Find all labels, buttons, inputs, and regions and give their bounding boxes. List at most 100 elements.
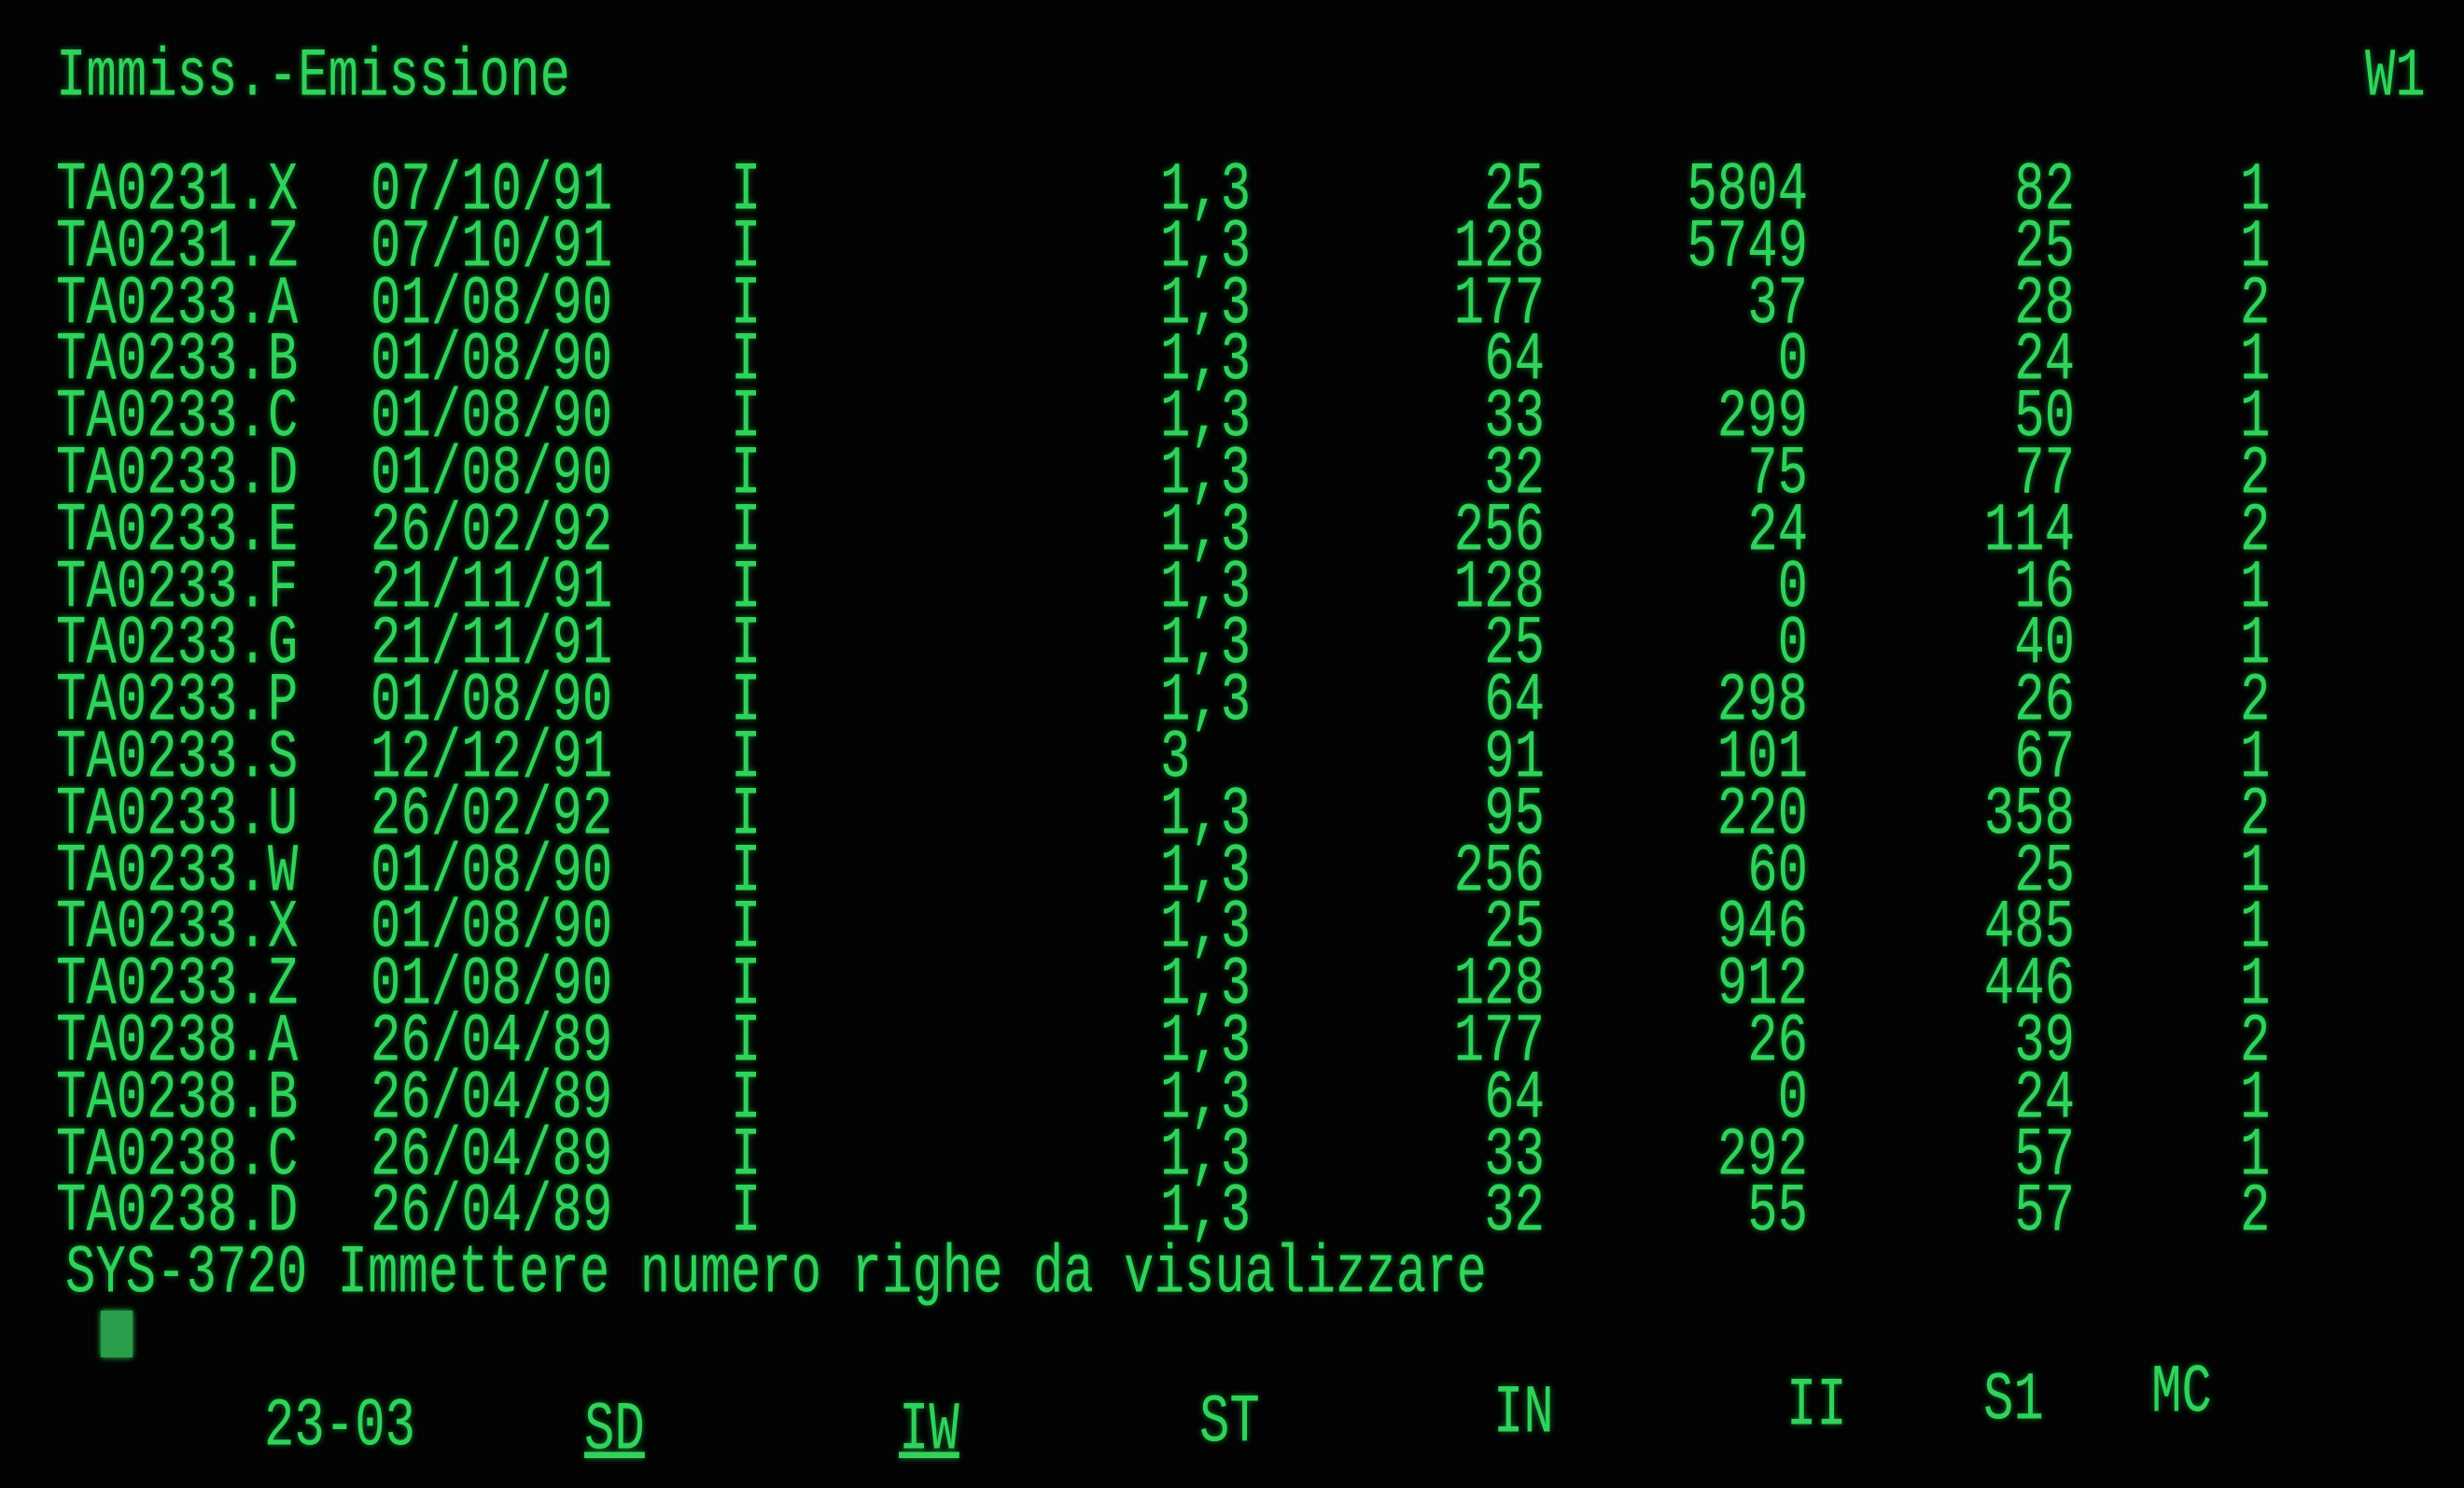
cell-ii: 0 — [1777, 1060, 1808, 1138]
table-row: TA0238.C 26/04/89 I 1,3 33 292 57 1 — [0, 1117, 2464, 1195]
cell-date: 01/08/90 — [371, 380, 613, 457]
screen-id: W1 — [2365, 38, 2426, 117]
cell-s1: 358 — [1983, 777, 2075, 854]
cell-date: 01/08/90 — [371, 664, 613, 741]
cell-date: 01/08/90 — [371, 266, 613, 344]
footer-key-1[interactable]: SD — [584, 1392, 645, 1470]
cell-date: 26/04/89 — [371, 1117, 613, 1195]
cell-s1: 50 — [2014, 380, 2075, 457]
cell-flag: I — [731, 948, 762, 1025]
cell-in: 33 — [1484, 1117, 1545, 1195]
table-row: TA0238.B 26/04/89 I 1,3 64 0 24 1 — [0, 1060, 2464, 1138]
cell-s1: 40 — [2014, 607, 2075, 684]
cell-name: TA0233.D — [56, 436, 299, 514]
footer-col-in: IN — [1493, 1375, 1554, 1453]
table-row: TA0233.Z 01/08/90 I 1,3 128 912 446 1 — [0, 948, 2464, 1025]
cell-mc: 1 — [2240, 152, 2271, 231]
table-row: TA0233.G 21/11/91 I 1,3 25 0 40 1 — [0, 607, 2464, 684]
cell-date: 26/04/89 — [371, 1060, 613, 1138]
cell-name: TA0233.B — [56, 323, 299, 400]
cell-ii: 912 — [1716, 948, 1808, 1025]
footer-key-2[interactable]: IW — [899, 1392, 959, 1470]
cell-s1: 25 — [2014, 209, 2075, 287]
cell-mc: 1 — [2240, 1060, 2271, 1138]
cell-s1: 57 — [2014, 1117, 2075, 1195]
cell-in: 25 — [1484, 891, 1545, 968]
cell-ii: 946 — [1716, 891, 1808, 968]
cell-flag: I — [731, 1117, 762, 1195]
cell-mc: 1 — [2240, 209, 2271, 287]
cell-flag: I — [731, 834, 762, 911]
cell-name: TA0233.F — [56, 550, 299, 627]
cell-ii: 299 — [1716, 380, 1808, 457]
cell-flag: I — [731, 607, 762, 684]
cell-mc: 1 — [2240, 550, 2271, 627]
cell-in: 256 — [1453, 834, 1545, 911]
table-row: TA0238.D 26/04/89 I 1,3 32 55 57 2 — [0, 1174, 2464, 1252]
cell-in: 25 — [1484, 607, 1545, 684]
cell-ii: 298 — [1716, 664, 1808, 741]
cell-mc: 2 — [2240, 493, 2271, 570]
cell-st: 1,3 — [1160, 664, 1252, 741]
cell-mc: 1 — [2240, 380, 2271, 457]
table-row: TA0233.B 01/08/90 I 1,3 64 0 24 1 — [0, 323, 2464, 400]
cell-mc: 1 — [2240, 1117, 2271, 1195]
footer-col-s1: S1 — [1983, 1362, 2044, 1440]
cell-s1: 67 — [2014, 720, 2075, 798]
cell-flag: I — [731, 209, 762, 287]
cell-ii: 24 — [1747, 493, 1808, 570]
cell-in: 33 — [1484, 380, 1545, 457]
cell-st: 1,3 — [1160, 1060, 1252, 1138]
cell-flag: I — [731, 152, 762, 231]
cell-s1: 24 — [2014, 323, 2075, 400]
footer-col-ii: II — [1786, 1368, 1847, 1446]
cell-name: TA0238.C — [56, 1117, 299, 1195]
cell-st: 1,3 — [1160, 550, 1252, 627]
cell-name: TA0238.A — [56, 1004, 299, 1082]
table-row: TA0233.F 21/11/91 I 1,3 128 0 16 1 — [0, 550, 2464, 627]
cell-s1: 25 — [2014, 834, 2075, 911]
cell-st: 1,3 — [1160, 209, 1252, 287]
cell-st: 1,3 — [1160, 948, 1252, 1025]
cell-s1: 28 — [2014, 266, 2075, 344]
footer-date: 23-03 — [264, 1388, 416, 1467]
cell-mc: 1 — [2240, 323, 2271, 400]
cell-in: 32 — [1484, 436, 1545, 514]
cell-ii: 37 — [1747, 266, 1808, 344]
cell-flag: I — [731, 1174, 762, 1252]
cell-in: 32 — [1484, 1174, 1545, 1252]
cell-in: 91 — [1484, 720, 1545, 798]
cell-date: 07/10/91 — [371, 152, 613, 231]
cell-name: TA0233.Z — [56, 948, 299, 1025]
cell-date: 01/08/90 — [371, 834, 613, 911]
cell-name: TA0231.X — [56, 152, 299, 231]
cell-name: TA0233.P — [56, 664, 299, 741]
cell-s1: 77 — [2014, 436, 2075, 514]
cell-mc: 2 — [2240, 664, 2271, 741]
cell-in: 25 — [1484, 152, 1545, 231]
cell-date: 01/08/90 — [371, 891, 613, 968]
cell-flag: I — [731, 720, 762, 798]
cell-flag: I — [731, 550, 762, 627]
cell-date: 12/12/91 — [371, 720, 613, 798]
table-row: TA0233.U 26/02/92 I 1,3 95 220 358 2 — [0, 777, 2464, 854]
cell-flag: I — [731, 891, 762, 968]
cell-mc: 2 — [2240, 777, 2271, 854]
table-row: TA0233.D 01/08/90 I 1,3 32 75 77 2 — [0, 436, 2464, 514]
cell-date: 26/02/92 — [371, 777, 613, 854]
cell-s1: 57 — [2014, 1174, 2075, 1252]
cell-name: TA0233.C — [56, 380, 299, 457]
cell-s1: 446 — [1983, 948, 2075, 1025]
cell-ii: 292 — [1716, 1117, 1808, 1195]
cell-name: TA0233.X — [56, 891, 299, 968]
cell-st: 1,3 — [1160, 493, 1252, 570]
cell-name: TA0233.S — [56, 720, 299, 798]
cell-st: 1,3 — [1160, 266, 1252, 344]
table-row: TA0238.A 26/04/89 I 1,3 177 26 39 2 — [0, 1004, 2464, 1082]
cell-flag: I — [731, 380, 762, 457]
cell-st: 1,3 — [1160, 152, 1252, 231]
table-row: TA0231.Z 07/10/91 I 1,3 128 5749 25 1 — [0, 209, 2464, 287]
input-cursor[interactable] — [101, 1311, 133, 1357]
cell-st: 1,3 — [1160, 891, 1252, 968]
footer-col-st: ST — [1199, 1384, 1260, 1463]
